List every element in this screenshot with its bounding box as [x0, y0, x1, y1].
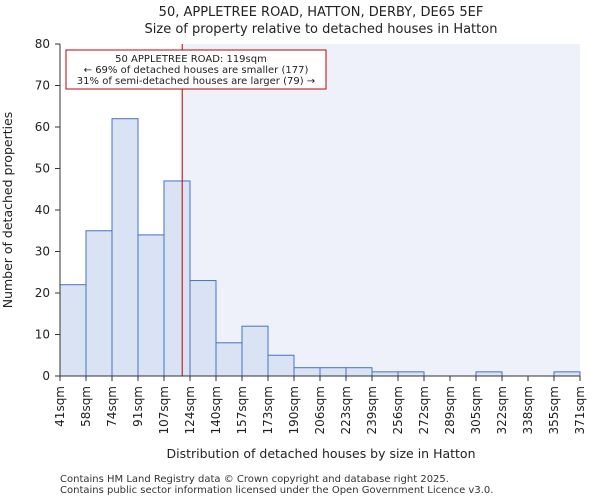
x-tick-label: 41sqm	[53, 386, 67, 427]
bar-140sqm	[215, 342, 243, 377]
bar-305sqm	[475, 371, 503, 377]
y-tick-label: 0	[42, 369, 50, 383]
bar-124sqm	[189, 280, 217, 377]
annotation-line-1: 50 APPLETREE ROAD: 119sqm	[115, 54, 267, 65]
bar-58sqm	[85, 230, 113, 377]
x-tick-label: 190sqm	[287, 386, 301, 434]
bar-206sqm	[319, 367, 347, 377]
bar-355sqm	[553, 371, 581, 377]
y-tick-label: 50	[35, 162, 50, 176]
y-tick-label: 40	[35, 203, 50, 217]
x-tick-label: 289sqm	[443, 386, 457, 434]
chart-subtitle: Size of property relative to detached ho…	[145, 22, 498, 37]
annotation-line-2: ← 69% of detached houses are smaller (17…	[84, 65, 309, 76]
y-ticks: 0 10 20 30 40 50 60 70 80	[35, 37, 60, 383]
x-axis-label: Distribution of detached houses by size …	[167, 446, 476, 461]
y-tick-label: 30	[35, 245, 50, 259]
chart-title: 50, APPLETREE ROAD, HATTON, DERBY, DE65 …	[159, 5, 484, 20]
y-tick-label: 10	[35, 328, 50, 342]
bar-74sqm	[111, 118, 139, 377]
x-tick-label: 305sqm	[469, 386, 483, 434]
bar-239sqm	[371, 371, 399, 377]
bar-190sqm	[293, 367, 321, 377]
bar-223sqm	[345, 367, 373, 377]
annotation-line-3: 31% of semi-detached houses are larger (…	[77, 76, 315, 87]
annotation-box: 50 APPLETREE ROAD: 119sqm ← 69% of detac…	[65, 49, 327, 90]
x-tick-label: 322sqm	[495, 386, 509, 434]
bar-107sqm	[163, 180, 191, 377]
x-tick-label: 239sqm	[365, 386, 379, 434]
footer-line-2: Contains public sector information licen…	[60, 485, 494, 496]
y-tick-label: 60	[35, 120, 50, 134]
bar-91sqm	[137, 234, 165, 377]
x-ticks: 41sqm 58sqm 74sqm 91sqm 107sqm 124sqm 140sqm 15…	[53, 376, 587, 434]
y-tick-label: 80	[35, 37, 50, 51]
x-tick-label: 371sqm	[573, 386, 587, 434]
y-tick-label: 20	[35, 286, 50, 300]
x-tick-label: 58sqm	[79, 386, 93, 427]
x-tick-label: 206sqm	[313, 386, 327, 434]
x-tick-label: 173sqm	[261, 386, 275, 434]
highlight-region	[182, 44, 580, 376]
x-tick-label: 223sqm	[339, 386, 353, 434]
bar-41sqm	[59, 284, 87, 377]
x-tick-label: 355sqm	[547, 386, 561, 434]
x-tick-label: 91sqm	[131, 386, 145, 427]
bar-173sqm	[267, 354, 295, 377]
x-tick-label: 338sqm	[521, 386, 535, 434]
y-tick-label: 70	[35, 79, 50, 93]
x-tick-label: 256sqm	[391, 386, 405, 434]
footer-line-1: Contains HM Land Registry data © Crown c…	[60, 474, 449, 485]
x-tick-label: 157sqm	[235, 386, 249, 434]
x-tick-label: 272sqm	[417, 386, 431, 434]
bars-group	[59, 118, 581, 377]
x-tick-label: 74sqm	[105, 386, 119, 427]
y-axis-label: Number of detached properties	[0, 112, 15, 309]
bar-157sqm	[241, 325, 269, 377]
x-tick-label: 140sqm	[209, 386, 223, 434]
x-tick-label: 107sqm	[157, 386, 171, 434]
x-tick-label: 124sqm	[183, 386, 197, 434]
bar-256sqm	[397, 371, 425, 377]
